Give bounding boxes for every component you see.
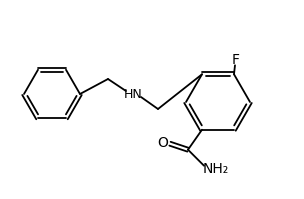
Text: NH₂: NH₂ bbox=[203, 162, 229, 176]
Text: O: O bbox=[157, 136, 168, 150]
Text: F: F bbox=[232, 53, 240, 67]
Text: HN: HN bbox=[124, 88, 142, 100]
